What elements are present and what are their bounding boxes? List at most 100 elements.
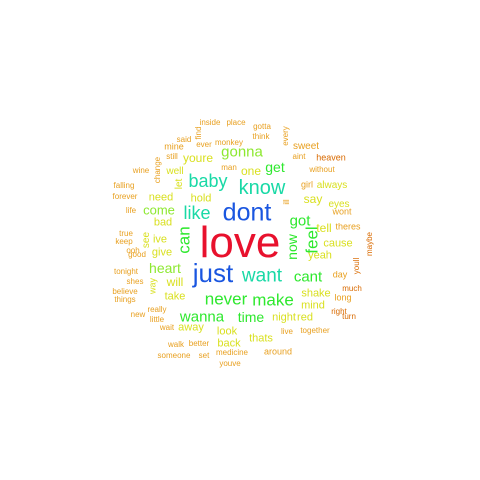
word-ooh: ooh [126,246,140,255]
word-one: one [240,164,262,178]
word-well: well [166,166,184,177]
word-without: without [309,165,335,174]
word-way: way [147,277,158,295]
word-like: like [183,203,211,223]
word-eyes: eyes [328,199,350,210]
word-shake: shake [301,287,331,300]
word-better: better [188,339,210,348]
word-wont: wont [332,206,352,217]
word-girl: girl [300,179,314,190]
word-said: said [176,135,192,144]
word-really: really [147,305,167,314]
word-mind: mind [301,299,325,312]
word-never: never [204,289,248,309]
word-got: got [289,212,311,230]
word-place: place [226,118,246,127]
word-keep: keep [115,237,133,246]
word-cause: cause [323,237,353,250]
word-wanna: wanna [179,308,225,326]
word-every: every [281,126,290,146]
word-ive: ive [152,233,168,246]
word-gotta: gotta [253,122,271,131]
word-wine: wine [132,166,150,175]
word-yeah: yeah [308,249,332,262]
word-tonight: tonight [113,267,139,276]
word-hold: hold [190,192,212,205]
word-heaven: heaven [316,152,346,163]
word-theres: theres [335,221,361,232]
word-red: red [297,311,313,324]
word-believe: believe [112,287,138,296]
word-dont: dont [222,198,272,227]
word-set: set [198,351,210,360]
word-monkey: monkey [214,138,244,147]
word-just: just [192,258,234,288]
word-new: new [130,310,146,319]
word-good: good [128,250,146,259]
word-need: need [148,191,174,204]
word-away: away [178,321,204,334]
word-youre: youre [182,151,214,165]
word-make: make [252,290,294,310]
word-maybe: maybe [365,231,374,257]
word-get: get [265,159,285,175]
word-man: man [221,163,237,172]
word-ill: ill [282,199,291,205]
word-someone: someone [157,351,191,360]
word-forever: forever [112,192,138,201]
word-together: together [300,326,330,335]
word-live: live [280,327,294,336]
word-falling: falling [113,181,135,190]
word-look: look [216,325,238,338]
word-baby: baby [188,171,228,191]
word-little: little [149,315,165,324]
word-cant: cant [293,268,323,286]
word-time: time [237,309,265,325]
word-gonna: gonna [221,143,263,161]
word-inside: inside [199,118,221,127]
word-thats: thats [249,332,273,345]
word-sweet: sweet [292,141,320,152]
word-love: love [199,218,281,267]
word-still: still [166,152,178,161]
word-night: night [272,311,296,324]
word-change: change [153,156,162,184]
word-know: know [238,177,286,199]
word-things: things [114,295,136,304]
word-true: true [119,229,133,238]
word-day: day [332,269,348,280]
word-tell: tell [316,221,332,235]
word-long: long [334,292,352,303]
word-medicine: medicine [215,348,249,357]
word-can: can [174,226,194,254]
word-life: life [125,206,137,215]
word-right: right [331,307,347,316]
word-much: much [342,284,362,293]
word-take: take [164,290,186,303]
word-around: around [263,346,293,357]
word-shes: shes [126,277,144,286]
word-say: say [303,192,323,206]
word-wait: wait [159,323,175,332]
word-turn: turn [342,312,356,321]
word-ever: ever [196,140,212,149]
word-give: give [151,246,173,259]
word-see: see [141,231,152,249]
word-mine: mine [164,141,184,152]
word-come: come [143,202,175,218]
word-think: think [252,132,270,141]
word-youll: youll [352,257,361,275]
word-walk: walk [167,340,185,349]
word-back: back [217,337,241,350]
word-aint: aint [292,152,306,161]
word-always: always [316,180,348,191]
word-will: will [166,275,184,289]
word-want: want [241,265,283,287]
word-bad: bad [153,216,173,229]
word-now: now [284,234,300,260]
word-find: find [194,126,203,140]
word-youve: youve [219,359,241,368]
word-heart: heart [149,260,181,276]
word-let: let [174,178,185,190]
